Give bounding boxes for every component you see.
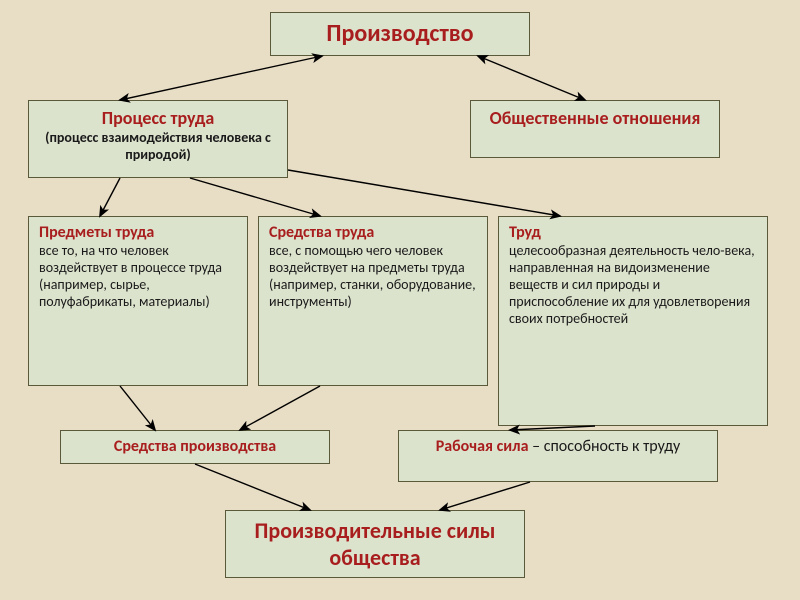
node-labor-process-title: Процесс труда	[39, 107, 277, 129]
node-labor-desc: целесообразная деятельность чело-века, н…	[509, 242, 757, 327]
node-social-relations: Общественные отношения	[470, 100, 720, 158]
node-means-of-labor: Средства труда все, с помощью чего челов…	[258, 216, 488, 386]
node-labor-title: Труд	[509, 223, 757, 242]
node-production: Производство	[270, 12, 530, 56]
node-means-of-labor-title: Средства труда	[269, 223, 477, 242]
node-social-relations-title: Общественные отношения	[481, 107, 709, 129]
node-labor-force-title: Рабочая сила	[436, 437, 529, 456]
node-objects-of-labor-title: Предметы труда	[39, 223, 237, 242]
node-labor-force: Рабочая сила – способность к труду	[398, 430, 718, 482]
node-labor: Труд целесообразная деятельность чело-ве…	[498, 216, 768, 426]
node-productive-forces: Производительные силы общества	[225, 510, 525, 578]
node-labor-process: Процесс труда (процесс взаимодействия че…	[28, 100, 288, 178]
node-productive-forces-title: Производительные силы общества	[236, 517, 514, 571]
node-labor-process-desc: (процесс взаимодействия человека с приро…	[39, 129, 277, 163]
node-labor-force-desc: – способность к труду	[529, 437, 681, 456]
node-objects-of-labor-desc: все то, на что человек воздействует в пр…	[39, 242, 237, 310]
node-production-label: Производство	[281, 19, 519, 48]
node-means-of-production: Средства производства	[60, 430, 330, 464]
node-means-of-labor-desc: все, с помощью чего человек воздействует…	[269, 242, 477, 310]
node-objects-of-labor: Предметы труда все то, на что человек во…	[28, 216, 248, 386]
node-means-of-production-title: Средства производства	[71, 437, 319, 456]
